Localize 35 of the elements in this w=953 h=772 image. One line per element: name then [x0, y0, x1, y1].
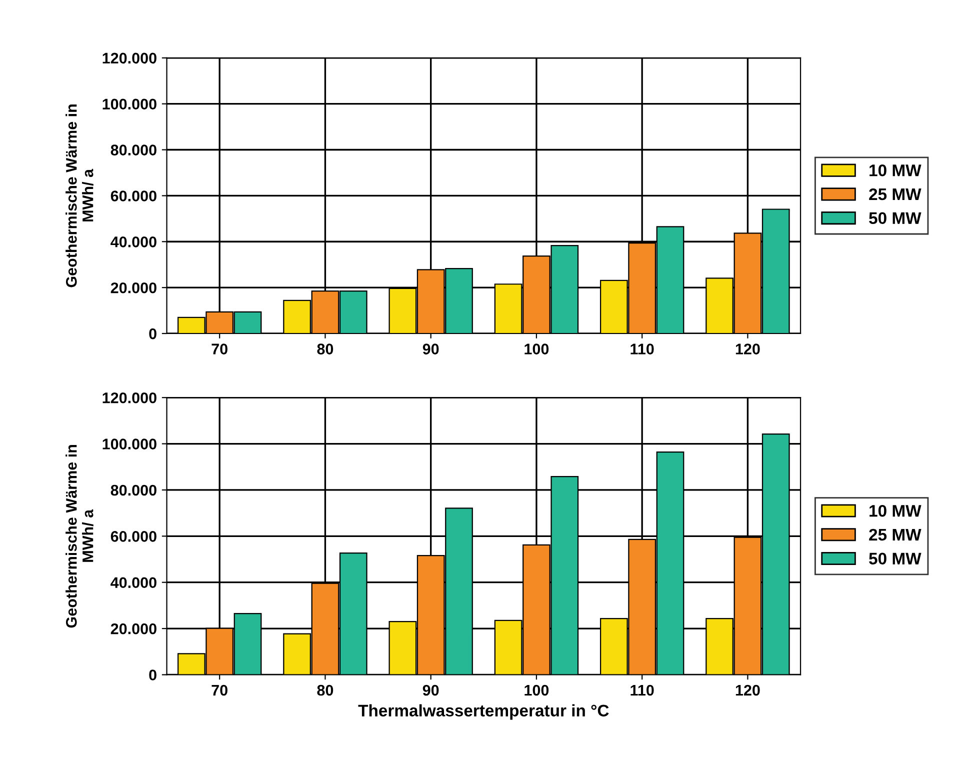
y-axis-title: Geothermische Wärme in MWh/ a: [66, 444, 94, 628]
y-tick-label: 20.000: [110, 623, 156, 634]
y-tick-label: 0: [149, 670, 156, 680]
legend-label: 50 MW: [869, 212, 922, 224]
legend-label: 10 MW: [870, 164, 922, 176]
x-tick-label: 110: [630, 684, 654, 696]
y-tick-label: 60.000: [110, 190, 156, 202]
x-tick-label: 80: [317, 684, 334, 696]
y-axis-title: Geothermische Wärme in MWh/ a: [66, 104, 94, 288]
x-tick-label: 90: [422, 344, 439, 354]
x-tick-label: 100: [524, 344, 549, 354]
legend-label: 50 MW: [869, 552, 922, 564]
legend-label: 10 MW: [870, 504, 922, 517]
x-tick-label: 80: [317, 344, 334, 354]
y-tick-label: 100.000: [102, 98, 156, 110]
y-tick-label: 60.000: [110, 531, 156, 542]
y-tick-label: 40.000: [110, 577, 156, 588]
y-tick-label: 40.000: [110, 236, 156, 248]
y-tick-label: 80.000: [110, 144, 156, 156]
y-tick-label: 120.000: [102, 52, 156, 64]
y-tick-label: 20.000: [110, 282, 156, 294]
x-tick-label: 110: [630, 344, 654, 354]
x-tick-label: 70: [212, 344, 228, 354]
y-tick-label: 100.000: [102, 438, 156, 450]
x-tick-label: 70: [212, 684, 228, 696]
legend-label: 25 MW: [869, 188, 922, 200]
x-tick-label: 120: [736, 344, 760, 354]
x-axis-title: Thermalwassertemperatur in °C: [358, 704, 609, 720]
y-tick-label: 0: [149, 328, 156, 340]
y-tick-label: 80.000: [110, 484, 156, 496]
x-tick-label: 100: [524, 684, 549, 696]
y-tick-label: 120.000: [102, 392, 156, 404]
x-tick-label: 90: [422, 684, 439, 696]
legend-label: 25 MW: [869, 528, 922, 541]
x-tick-label: 120: [736, 684, 760, 696]
